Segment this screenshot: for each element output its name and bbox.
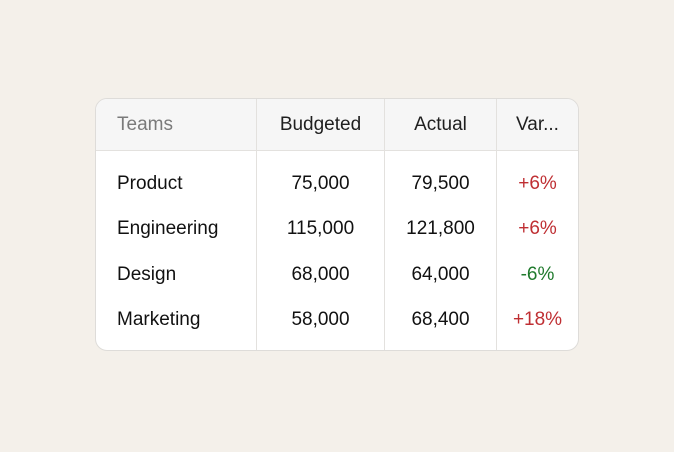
- actual-cell-design: 64,000: [411, 263, 470, 285]
- column-header-budgeted[interactable]: Budgeted: [257, 99, 384, 151]
- budgeted-cell-product: 75,000: [291, 172, 350, 194]
- variance-cell-marketing: +18%: [512, 309, 563, 331]
- budgeted-cell-marketing: 58,000: [291, 309, 350, 331]
- teams-column: Teams Product Engineering Design Marketi…: [96, 99, 257, 350]
- budgeted-cell-engineering: 115,000: [286, 218, 355, 240]
- budget-table: Teams Product Engineering Design Marketi…: [96, 99, 578, 350]
- column-header-teams[interactable]: Teams: [96, 99, 256, 151]
- variance-cell-engineering: +6%: [518, 218, 557, 240]
- actual-cell-engineering: 121,800: [406, 218, 475, 240]
- actual-column: Actual 79,500 121,800 64,000 68,400: [385, 99, 497, 350]
- actual-cell-marketing: 68,400: [411, 309, 470, 331]
- variance-cell-design: -6%: [520, 263, 555, 285]
- actual-cell-product: 79,500: [411, 172, 470, 194]
- variance-cell-product: +6%: [518, 172, 557, 194]
- budgeted-column: Budgeted 75,000 115,000 68,000 58,000: [257, 99, 385, 350]
- team-cell-design: Design: [117, 263, 177, 285]
- budgeted-cell-design: 68,000: [291, 263, 350, 285]
- team-cell-marketing: Marketing: [117, 309, 201, 331]
- column-header-variance[interactable]: Var...: [497, 99, 578, 151]
- team-cell-engineering: Engineering: [117, 218, 219, 240]
- budget-table-card: Teams Product Engineering Design Marketi…: [95, 98, 579, 351]
- variance-column: Var... +6% +6% -6% +18%: [497, 99, 578, 350]
- team-cell-product: Product: [117, 172, 183, 194]
- column-header-actual[interactable]: Actual: [385, 99, 496, 151]
